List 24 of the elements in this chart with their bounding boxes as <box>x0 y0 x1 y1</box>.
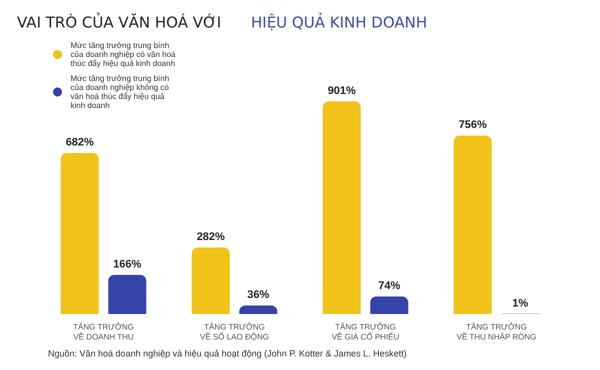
data-label: 282% <box>196 230 226 243</box>
x-tick-label: TĂNG TRƯỞNG VỀ GIÁ CỔ PHIẾU <box>332 322 400 342</box>
legend-label: Mức tăng trưởng trung bình của doanh nghiệp không có văn hoá thúc đẩy hiệu quả kinh doanh <box>70 74 172 110</box>
data-label: 74% <box>378 280 400 292</box>
bar <box>322 101 361 314</box>
bar <box>108 274 146 314</box>
bar <box>370 296 408 314</box>
data-label: 756% <box>458 119 488 132</box>
data-label: 1% <box>512 297 528 310</box>
data-label: 901% <box>328 84 356 97</box>
data-label: 166% <box>113 258 142 270</box>
legend-label: Mức tăng trưởng trung bình của doanh nghiệp có văn hoá thúc đẩy hiệu quả kinh doanh <box>70 41 178 68</box>
text: Nguồn: Văn hoá doanh nghiệp và hiệu quả hoạt động (John P. Kotter & James L. Heskett) <box>48 348 407 358</box>
data-label: 36% <box>247 289 270 302</box>
bar <box>60 153 99 314</box>
bar <box>239 306 278 314</box>
x-tick-label: TĂNG TRƯỞNG VỀ THU NHẬP RÒNG <box>456 322 536 342</box>
data-label: 682% <box>66 136 94 149</box>
chart-title: VAI TRÒ CỦA VĂN HOÁ VỚI <box>17 12 226 32</box>
chart-subtitle: HIỆU QUẢ KINH DOANH <box>251 12 428 32</box>
bar <box>192 247 230 314</box>
x-tick-label: TĂNG TRƯỞNG VỀ SỐ LAO ĐỘNG <box>200 322 269 342</box>
x-tick-label: TĂNG TRƯỞNG VỀ DOANH THU <box>73 322 134 342</box>
bar <box>454 136 492 314</box>
